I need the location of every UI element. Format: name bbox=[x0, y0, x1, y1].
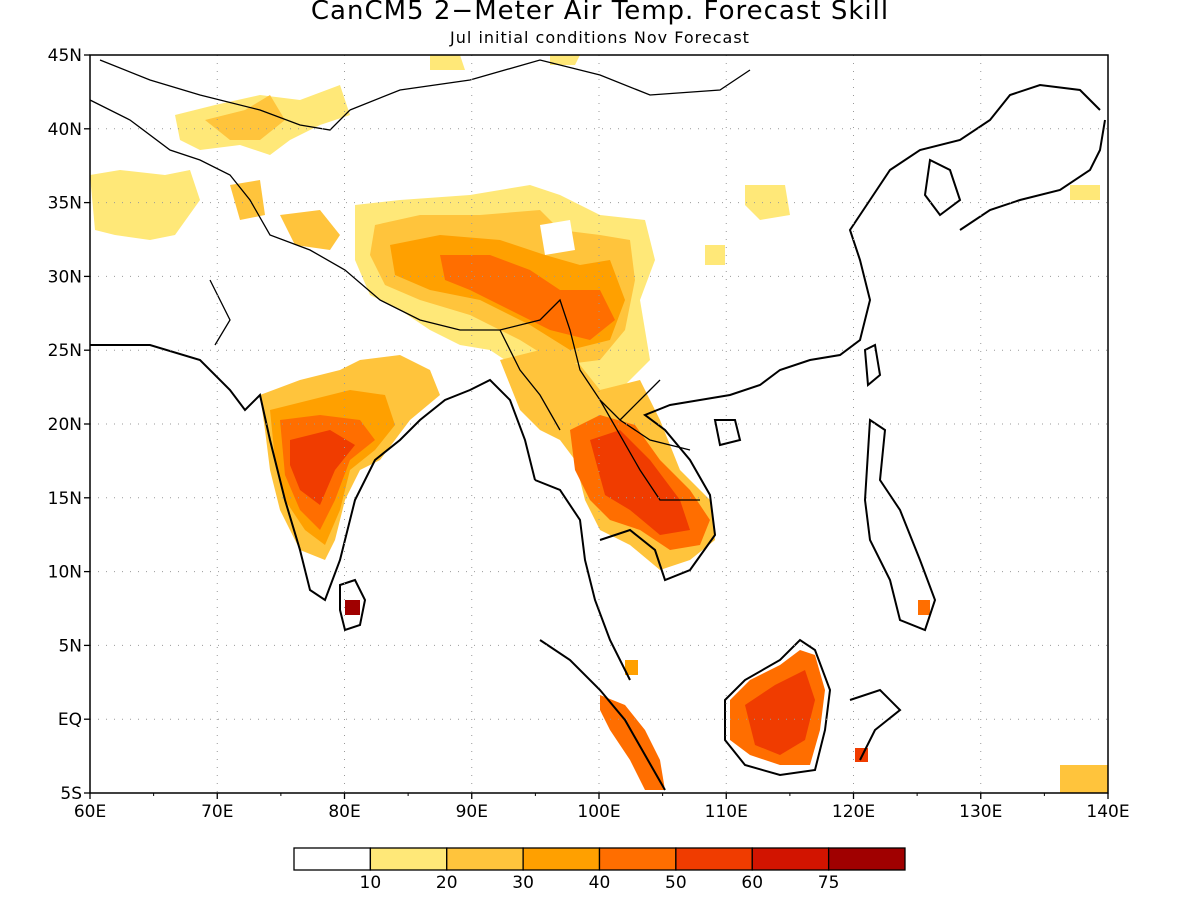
coastline-srilanka bbox=[339, 578, 367, 632]
colorbar-swatch bbox=[675, 847, 753, 871]
colorbar: 10 20 30 40 50 60 75 bbox=[293, 847, 906, 893]
lon-tick-label: 140E bbox=[1086, 802, 1129, 822]
coastline-borneo bbox=[724, 638, 832, 777]
country-borders bbox=[89, 59, 751, 501]
lon-tick-label: 100E bbox=[577, 802, 620, 822]
coastline-hainan bbox=[713, 419, 742, 447]
colorbar-swatch bbox=[446, 847, 524, 871]
lat-tick-label: 25N bbox=[48, 341, 82, 361]
colorbar-label: 60 bbox=[741, 873, 763, 893]
lon-tick-label: 120E bbox=[832, 802, 875, 822]
colorbar-label: 20 bbox=[436, 873, 458, 893]
lon-tick-label: 130E bbox=[959, 802, 1002, 822]
grid-lines bbox=[90, 55, 1108, 793]
coastline-taiwan bbox=[863, 343, 882, 387]
coastline-indochina bbox=[534, 83, 1101, 681]
coastline-philippines bbox=[863, 418, 937, 632]
skill-shading bbox=[90, 55, 1108, 793]
lat-axis-labels: 5S EQ 5N 10N 15N 20N 25N 30N 35N 40N 45N bbox=[48, 46, 82, 804]
skill-region bbox=[290, 430, 355, 505]
skill-region bbox=[625, 660, 638, 675]
coastline-japan bbox=[959, 119, 1106, 231]
border bbox=[499, 329, 561, 431]
lat-tick-label: 30N bbox=[48, 267, 82, 287]
border bbox=[599, 399, 700, 501]
chart-title: CanCM5 2−Meter Air Temp. Forecast Skill bbox=[310, 0, 890, 26]
colorbar-label: 40 bbox=[589, 873, 611, 893]
skill-region bbox=[745, 185, 790, 220]
colorbar-swatch bbox=[522, 847, 601, 871]
colorbar-label: 30 bbox=[512, 873, 534, 893]
colorbar-label: 10 bbox=[360, 873, 382, 893]
skill-region bbox=[918, 600, 930, 615]
lat-tick-label: 5S bbox=[60, 784, 82, 804]
border bbox=[89, 99, 691, 451]
skill-region bbox=[205, 95, 285, 140]
skill-region bbox=[1060, 765, 1108, 793]
skill-region bbox=[90, 170, 200, 240]
lat-tick-label: 35N bbox=[48, 194, 82, 214]
lat-tick-label: 40N bbox=[48, 120, 82, 140]
border bbox=[349, 59, 751, 111]
lon-axis-labels: 60E 70E 80E 90E 100E 110E 120E 130E 140E bbox=[74, 802, 1130, 822]
lat-tick-label: 15N bbox=[48, 489, 82, 509]
coastline-india bbox=[90, 344, 536, 602]
skill-region bbox=[540, 220, 575, 255]
axis-ticks bbox=[84, 54, 1109, 799]
colorbar-swatch bbox=[598, 847, 677, 871]
coastline-korea bbox=[923, 158, 962, 217]
skill-region bbox=[230, 180, 265, 220]
lat-tick-label: 5N bbox=[58, 636, 82, 656]
lon-tick-label: 90E bbox=[456, 802, 488, 822]
skill-region bbox=[600, 695, 665, 790]
border bbox=[209, 279, 231, 346]
skill-region bbox=[280, 210, 340, 250]
skill-region bbox=[745, 670, 815, 755]
lat-tick-label: 20N bbox=[48, 415, 82, 435]
lat-tick-label: 45N bbox=[48, 46, 82, 66]
coastline-sumatra bbox=[539, 639, 666, 791]
skill-region bbox=[440, 255, 615, 340]
skill-region bbox=[1070, 185, 1100, 200]
colorbar-swatch bbox=[827, 847, 906, 871]
skill-region bbox=[345, 600, 360, 615]
border bbox=[619, 379, 661, 421]
skill-region bbox=[705, 245, 725, 265]
colorbar-swatch bbox=[293, 847, 372, 871]
lat-tick-label: EQ bbox=[58, 710, 82, 730]
skill-region bbox=[550, 55, 580, 65]
lon-tick-label: 80E bbox=[328, 802, 360, 822]
skill-region bbox=[590, 430, 690, 535]
coastline-sulawesi bbox=[849, 688, 902, 761]
colorbar-label: 75 bbox=[818, 873, 840, 893]
lon-tick-label: 60E bbox=[74, 802, 106, 822]
lon-tick-label: 70E bbox=[201, 802, 233, 822]
chart-subtitle: Jul initial conditions Nov Forecast bbox=[450, 28, 750, 47]
border bbox=[99, 59, 351, 131]
lat-tick-label: 10N bbox=[48, 563, 82, 583]
colorbar-label: 50 bbox=[665, 873, 687, 893]
colorbar-swatch bbox=[751, 847, 830, 871]
coastlines bbox=[90, 83, 1106, 791]
colorbar-swatch bbox=[369, 847, 448, 871]
lon-tick-label: 110E bbox=[705, 802, 748, 822]
skill-region bbox=[430, 55, 465, 70]
